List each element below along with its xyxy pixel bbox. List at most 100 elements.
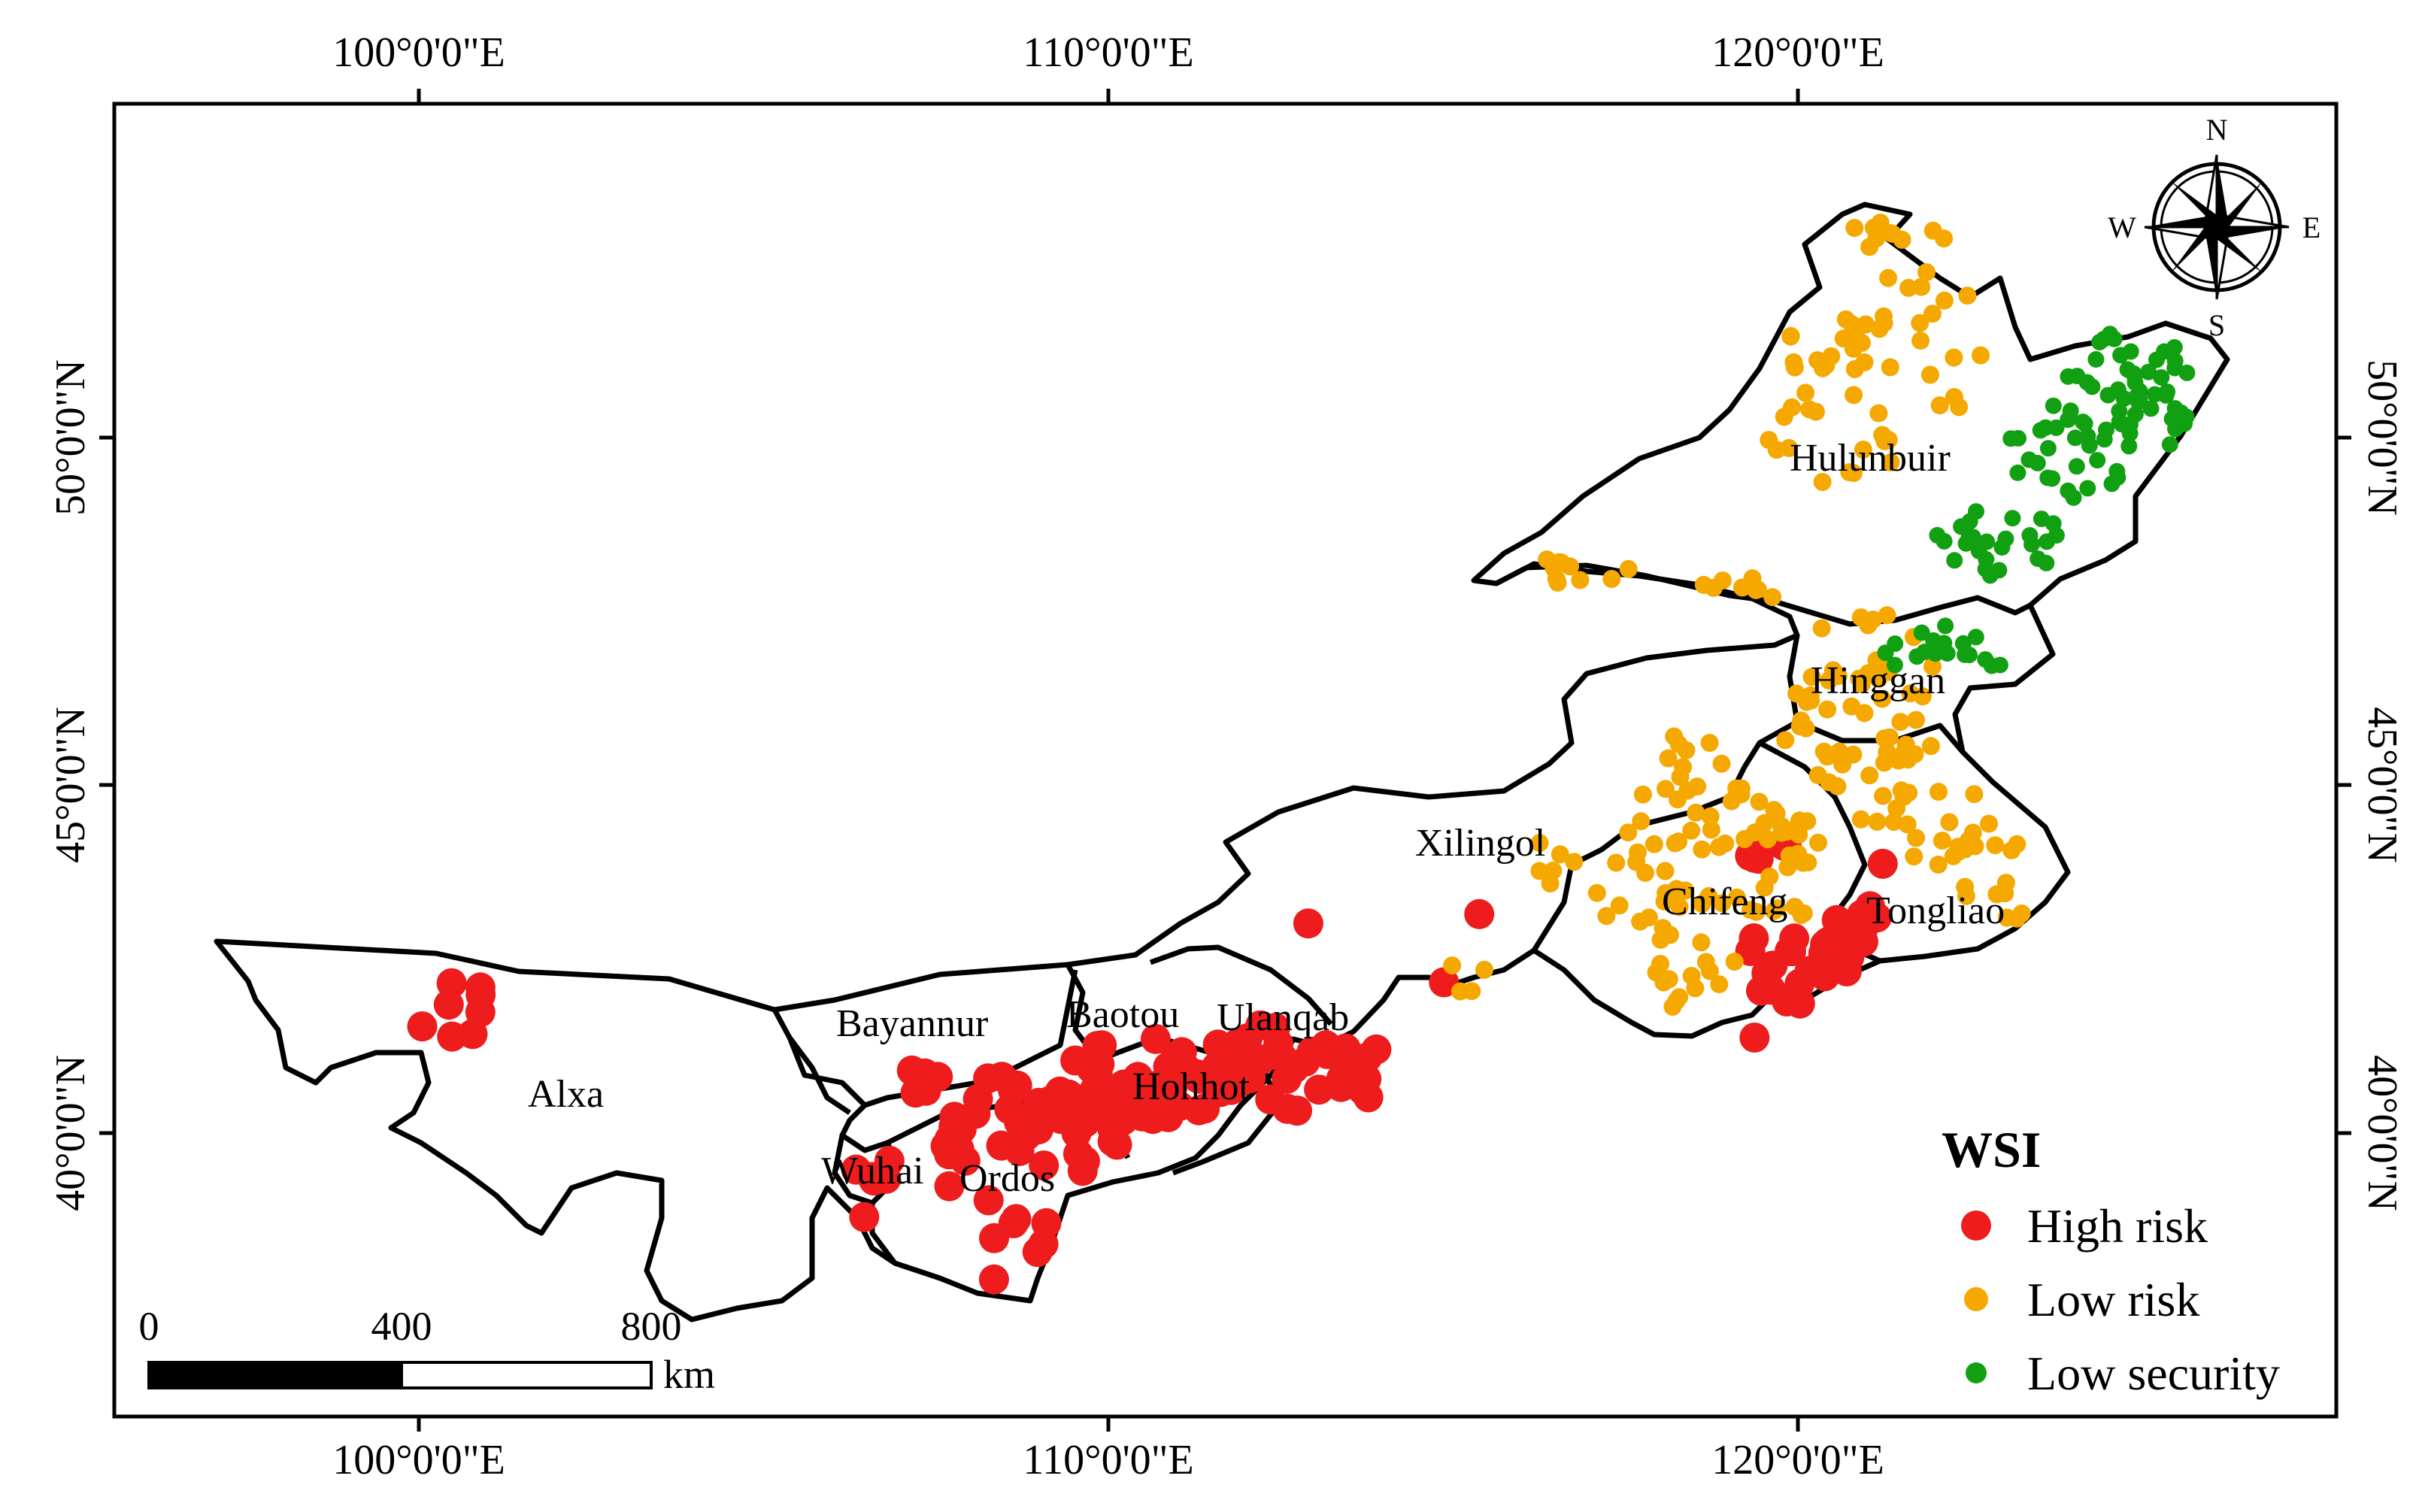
low-security-point [1886, 656, 1903, 674]
low-risk-point [1688, 777, 1707, 796]
low-risk-point [1801, 686, 1820, 704]
region-label-ulanqab: Ulanqab [1217, 996, 1349, 1039]
low-risk-point [1894, 744, 1913, 762]
low-risk-point [1892, 781, 1911, 800]
low-risk-point [1907, 829, 1926, 847]
low-risk-point [1823, 661, 1842, 680]
xilingol-ulanqab-boundary [1149, 944, 1333, 1026]
low-security-point [2023, 535, 2040, 553]
low-risk-point [1776, 731, 1795, 750]
low-security-point [2048, 419, 2065, 436]
high-risk-point [998, 1208, 1029, 1238]
low-security-point [2029, 454, 2046, 471]
low-risk-point [1930, 396, 1949, 415]
low-security-point [1957, 646, 1973, 663]
top-tick-label: 110°0'0"E [1023, 29, 1193, 76]
low-security-point [2156, 343, 2173, 360]
low-risk-point [1787, 684, 1806, 703]
low-security-point [2102, 326, 2118, 343]
low-risk-point [1666, 834, 1684, 853]
bottom-tick-label: 110°0'0"E [1023, 1437, 1193, 1483]
high-risk-point [1351, 1064, 1382, 1095]
high-risk-point [1464, 898, 1495, 929]
low-security-point [2127, 406, 2144, 423]
low-risk-point [1712, 754, 1731, 773]
low-risk-point [1713, 571, 1732, 590]
low-risk-point [1443, 956, 1462, 975]
top-axis: 100°0'0"E 110°0'0"E 120°0'0"E [332, 29, 1884, 76]
low-risk-point [1874, 786, 1893, 805]
low-risk-point [1669, 790, 1687, 809]
low-risk-point [1940, 813, 1959, 832]
region-label-xilingol: Xilingol [1415, 822, 1545, 865]
low-risk-point [1957, 886, 1975, 905]
legend-title: WSI [1942, 1121, 2041, 1178]
low-security-point [2060, 482, 2077, 499]
low-security-point [2002, 430, 2020, 447]
low-security-point [2045, 397, 2062, 414]
low-risk-point [1659, 749, 1678, 768]
high-risk-point [1001, 1072, 1031, 1103]
low-risk-point [1891, 713, 1910, 732]
low-risk-point [1670, 988, 1689, 1007]
low-risk-point [1700, 734, 1719, 752]
high-risk-point [859, 1165, 890, 1196]
scale-tick-label: 0 [139, 1304, 159, 1349]
low-risk-point [1911, 314, 1929, 332]
high-risk-point [962, 1083, 993, 1114]
bottom-tick-label: 100°0'0"E [332, 1437, 505, 1483]
low-risk-point [1814, 742, 1833, 761]
high-risk-point [465, 980, 496, 1011]
low-security-point [2039, 469, 2057, 486]
legend-swatch-low-risk [1964, 1287, 1988, 1311]
legend: WSI High risk Low risk Low security [1942, 1121, 2280, 1400]
low-risk-point [1747, 580, 1766, 599]
low-security-point [2127, 374, 2144, 391]
low-security-point [2076, 415, 2093, 432]
high-risk-point [1330, 1033, 1361, 1064]
low-security-point [2142, 400, 2160, 417]
low-security-point [2112, 347, 2130, 364]
low-risk-point [1887, 799, 1906, 818]
low-risk-point [1986, 836, 2005, 855]
low-risk-point [1812, 619, 1831, 638]
scale-tick-label: 800 [621, 1304, 682, 1349]
low-risk-point [1818, 700, 1837, 719]
low-risk-point [1657, 780, 1675, 798]
low-security-point [2004, 510, 2021, 527]
low-risk-point [1780, 846, 1799, 865]
low-security-point [2098, 421, 2114, 438]
region-label-hohhot: Hohhot [1132, 1065, 1250, 1108]
left-tick-label: 50°0'0"N [47, 359, 94, 516]
legend-swatch-high-risk [1961, 1211, 1991, 1241]
low-risk-point [1552, 553, 1571, 572]
low-risk-point [1852, 334, 1871, 353]
region-label-tongliao: Tongliao [1866, 889, 2005, 932]
low-risk-point [1693, 895, 1711, 914]
high-risk-point [978, 1264, 1009, 1295]
low-risk-point [1682, 967, 1701, 985]
low-risk-point [1844, 464, 1863, 483]
low-risk-point [1972, 346, 1990, 365]
low-risk-point [1878, 606, 1896, 625]
high-risk-point [1100, 1091, 1130, 1122]
low-risk-point [1633, 785, 1652, 804]
low-risk-point [1693, 840, 1711, 859]
scale-unit: km [663, 1352, 715, 1397]
province-outline [214, 201, 2230, 1323]
low-risk-point [2012, 904, 2031, 923]
high-risk-point [973, 1185, 1004, 1216]
scale-bar: 0 400 800 km [139, 1304, 716, 1397]
high-risk-point [1854, 891, 1885, 922]
low-security-point [1925, 632, 1942, 649]
low-risk-point [1923, 305, 1942, 323]
top-tick-label: 120°0'0"E [1711, 29, 1884, 76]
region-label-hinggan: Hinggan [1811, 659, 1945, 702]
low-risk-point [1869, 404, 1888, 423]
bottom-tick-label: 120°0'0"E [1711, 1437, 1884, 1483]
low-risk-point [1881, 224, 1900, 242]
low-risk-point [1760, 867, 1779, 886]
high-risk-point [1282, 1095, 1313, 1126]
low-risk-point [1860, 238, 1879, 256]
low-security-point [1953, 518, 1970, 535]
